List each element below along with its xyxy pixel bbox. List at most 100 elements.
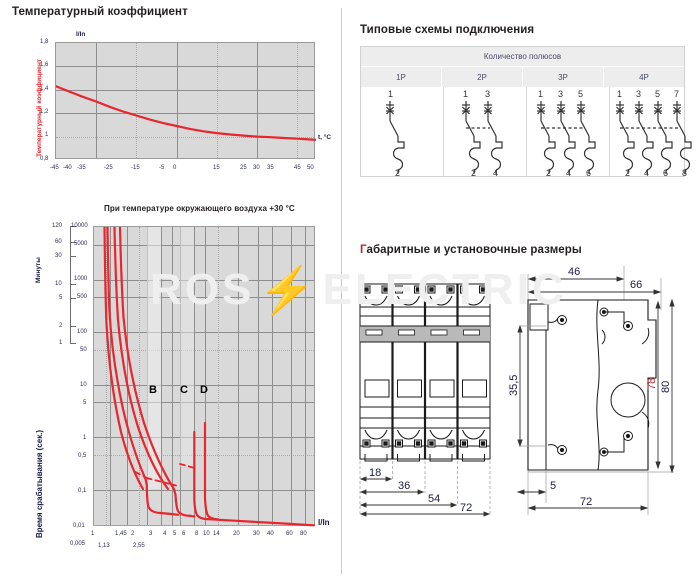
band-b: [147, 227, 161, 489]
breaker-front-view: 18 36 54 72: [359, 283, 491, 517]
temperature-coefficient-plot: [55, 42, 316, 159]
tc-minute-5: 5: [59, 295, 63, 301]
band-c: [180, 227, 195, 467]
terminal-3p-top-1: 1: [538, 89, 543, 99]
temp-ytick-0.8: 0,8: [40, 156, 49, 162]
tc-sec-5: 5: [83, 400, 87, 406]
front-dim-54: 54: [428, 493, 440, 505]
temp-xtick-50: 50: [307, 165, 314, 171]
column-header-3p: 3P: [523, 67, 604, 87]
tc-sec-0.01: 0,01: [73, 523, 85, 529]
tc-xtick-2: 2: [131, 531, 135, 537]
diagram-cell-4p: 1 3 5 7 2 4 6 8: [610, 87, 696, 178]
terminal-1p-top-1: 1: [388, 89, 393, 99]
tc-sec-0.005: 0,005: [70, 541, 86, 547]
temp-ytick-1.4: 1,4: [40, 86, 49, 92]
diagram-cell-2p: 1 3 2 4: [444, 87, 527, 178]
tc-sec-50: 50: [80, 347, 87, 353]
dimensions-section-title: Габаритные и установочные размеры: [360, 244, 582, 256]
side-dim-35-5: 35,5: [508, 375, 520, 396]
terminal-4p-bottom-8: 8: [682, 168, 687, 176]
tc-xtick-80: 80: [300, 531, 307, 537]
tc-sec-10: 10: [80, 382, 87, 388]
front-dim-36: 36: [398, 480, 410, 492]
terminal-2p-top-3: 3: [485, 89, 490, 99]
terminal-2p-bottom-4: 4: [493, 168, 498, 176]
connection-table: Количество полюсов 1P 2P 3P 4P: [360, 46, 692, 178]
temp-xtick--15: -15: [131, 165, 140, 171]
terminal-1p-bottom-2: 2: [395, 168, 400, 176]
terminal-4p-top-3: 3: [636, 89, 641, 99]
front-dim-72: 72: [460, 502, 472, 514]
temp-ytick-1.8: 1,8: [40, 39, 49, 45]
terminal-4p-top-1: 1: [617, 89, 622, 99]
dimensions-title-accent: Г: [360, 244, 367, 256]
temp-ytick-1.6: 1,6: [40, 62, 49, 68]
time-current-curves: [103, 227, 316, 527]
tc-xtick-1: 1: [91, 531, 95, 537]
breaker-diagram-2p: 1 3 2 4: [462, 89, 503, 178]
tc-minute-2: 2: [59, 323, 63, 329]
tc-xtick-30: 30: [253, 531, 260, 537]
side-dim-78: 78: [646, 378, 658, 390]
tc-sec-10000: 10000: [71, 223, 88, 229]
front-dim-18: 18: [369, 467, 381, 479]
temp-chart-xlabel: t, °C: [318, 134, 332, 141]
diagram-cell-1p: 1 2: [361, 87, 444, 178]
minutes-axis-line: [70, 226, 71, 344]
column-header-2p: 2P: [442, 67, 523, 87]
tc-xtick-6: 6: [182, 531, 186, 537]
tc-xtick-8: 8: [195, 531, 199, 537]
tc-sec-100: 100: [77, 329, 88, 335]
table-diagram-row: 1 2: [361, 87, 692, 178]
tc-xtick-14: 14: [213, 531, 220, 537]
tc-sec-1: 1: [83, 435, 87, 441]
terminal-3p-bottom-6: 6: [586, 168, 591, 176]
panel-divider: [341, 8, 342, 574]
terminal-2p-bottom-2: 2: [471, 168, 476, 176]
tc-xtick-1.45: 1,45: [115, 531, 127, 537]
temp-xtick--40: -40: [63, 165, 72, 171]
connection-schemes-section: Типовые схемы подключения Количество пол…: [351, 22, 692, 212]
tc-minute-60: 60: [55, 239, 62, 245]
table-column-headers: 1P 2P 3P 4P: [361, 67, 684, 87]
time-current-ylabel: Время срабатывания (сек.): [35, 429, 44, 538]
tc-sec-500: 500: [77, 294, 88, 300]
terminal-3p-bottom-4: 4: [566, 168, 571, 176]
tc-minute-30: 30: [55, 253, 62, 259]
temperature-section-title: Температурный коэффициент: [12, 6, 188, 18]
time-current-minutes-label: Минуты: [35, 257, 42, 283]
column-header-1p: 1P: [361, 67, 442, 87]
tc-xtick-1.13: 1,13: [98, 543, 110, 549]
table-header-poles: Количество полюсов: [361, 47, 684, 67]
dimensions-title-rest: абаритные и установочные размеры: [366, 244, 582, 256]
side-dim-5: 5: [550, 480, 556, 492]
terminal-4p-top-5: 5: [655, 89, 660, 99]
terminal-3p-top-3: 3: [558, 89, 563, 99]
terminal-3p-top-5: 5: [578, 89, 583, 99]
tc-xtick-4: 4: [163, 531, 167, 537]
tc-xtick-2.55: 2,55: [133, 543, 145, 549]
breaker-diagram-4p: 1 3 5 7 2 4 6 8: [616, 89, 692, 178]
temp-chart-ratio-label: I/In: [76, 31, 86, 38]
column-header-4p: 4P: [639, 72, 649, 82]
breaker-diagram-3p: 1 3 5 2 4 6: [537, 89, 596, 178]
terminal-3p-bottom-2: 2: [546, 168, 551, 176]
tc-sec-0.5: 0,5: [78, 453, 87, 459]
terminal-4p-bottom-6: 6: [663, 168, 668, 176]
tc-xtick-5: 5: [173, 531, 177, 537]
side-dim-46: 46: [568, 266, 580, 278]
temp-xtick--35: -35: [77, 165, 86, 171]
temp-xtick--5: -5: [159, 165, 165, 171]
tc-xtick-20: 20: [233, 531, 240, 537]
temp-xtick--25: -25: [104, 165, 113, 171]
temp-ytick-1.2: 1,2: [40, 109, 49, 115]
breaker-diagram-1p: 1 2: [386, 89, 405, 178]
tc-xtick-3: 3: [149, 531, 153, 537]
side-dim-72: 72: [580, 496, 592, 508]
temp-xtick-15: 15: [213, 165, 220, 171]
temp-xtick-0: 0: [173, 165, 177, 171]
terminal-4p-bottom-4: 4: [644, 168, 649, 176]
curve-label-c: C: [180, 384, 188, 396]
side-dim-66: 66: [630, 279, 642, 291]
